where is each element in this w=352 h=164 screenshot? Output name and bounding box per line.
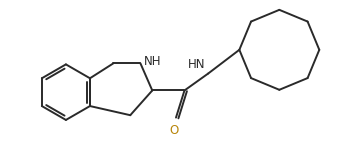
Text: HN: HN xyxy=(188,58,206,71)
Text: NH: NH xyxy=(144,55,161,68)
Text: O: O xyxy=(170,124,179,137)
